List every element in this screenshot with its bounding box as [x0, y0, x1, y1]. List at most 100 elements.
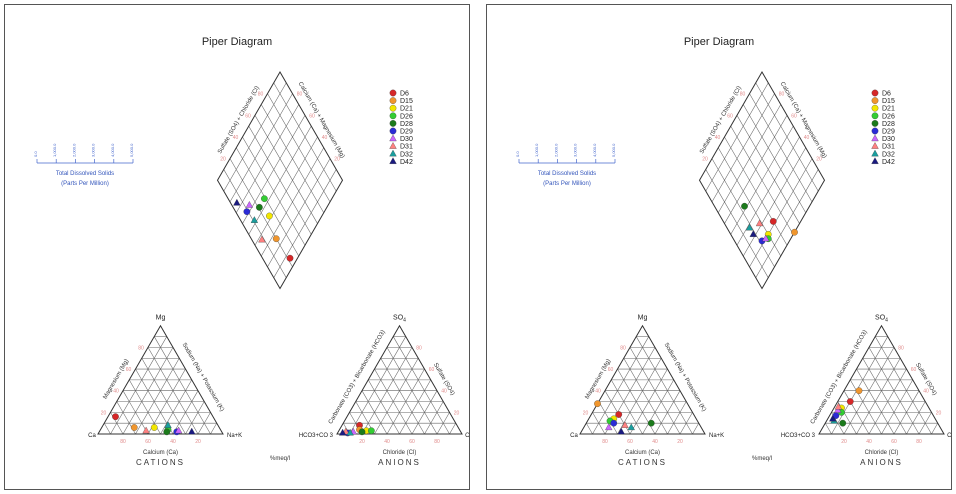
diamond-upper-right-label: Calcium (Ca) + Magnesium (Mg) [297, 81, 346, 159]
diamond-left-tick-label: 80 [258, 92, 264, 98]
diamond-grid-line [724, 136, 788, 246]
cation-left-vertex-label: Ca [88, 433, 96, 439]
diamond-right-tick-label: 60 [309, 113, 315, 119]
legend-marker [871, 89, 879, 97]
diamond-grid-line [755, 169, 819, 278]
diamond-grid-line [749, 158, 813, 267]
legend-marker [389, 157, 397, 164]
cation-data-point-D30 [174, 426, 183, 434]
cation-right-vertex-label: Na+K [227, 433, 242, 439]
anion-triangle-grid-line [449, 423, 456, 435]
anion-triangle-grid-line [931, 423, 938, 435]
cation-triangle-grid-line [122, 347, 174, 435]
anion-caption: ANIONS [860, 458, 903, 467]
anion-bottom-tick-label: 20 [841, 439, 847, 445]
legend-marker [871, 127, 879, 135]
diamond-data-point-D15 [272, 235, 280, 243]
legend-label: D42 [882, 159, 895, 166]
cation-triangle-grid-line [210, 423, 217, 435]
anion-triangle-grid-line [868, 347, 920, 435]
legend-marker [871, 104, 879, 112]
diamond-data-point-D28 [741, 202, 748, 210]
cation-data-point-D28 [163, 428, 171, 436]
anion-data-point-D31 [834, 402, 843, 410]
cation-caption: CATIONS [136, 458, 185, 467]
legend-label: D28 [882, 121, 895, 128]
legend-marker [871, 97, 879, 104]
legend-marker [871, 149, 879, 157]
cation-left-tick-label: 80 [620, 345, 626, 351]
anion-right-tick-label: 20 [936, 410, 942, 416]
diamond-data-point-D31 [755, 219, 764, 227]
cation-triangle-grid-line [586, 423, 593, 435]
cation-data-point-D31 [621, 421, 629, 428]
diamond-data-point-D21 [266, 212, 273, 220]
cation-bottom-tick-label: 60 [627, 439, 633, 445]
diamond-data-point-D31 [258, 235, 266, 243]
diamond-grid-line [236, 147, 299, 257]
cation-data-point-D6 [112, 413, 119, 421]
anion-right-tick-label: 60 [911, 367, 917, 373]
anion-left-axis-label: Carbonate (CO3) + Bicarbonate (HCO3) [328, 329, 387, 425]
cation-triangle-grid-line [154, 336, 211, 435]
cation-triangle-outline [579, 324, 706, 435]
diamond-right-tick-label: 40 [322, 135, 328, 141]
diamond-left-tick-label: 60 [727, 113, 733, 119]
cation-triangle-grid-line [110, 336, 167, 435]
legend-marker [389, 97, 397, 104]
cation-triangle-grid-line [147, 347, 199, 435]
diamond-left-tick-label: 40 [233, 135, 239, 141]
tds-scale-tick-label: 2,000.0 [71, 143, 76, 157]
diamond-grid-line [229, 158, 293, 267]
anion-triangle-grid-line [349, 336, 406, 435]
cation-apex-label: Mg [156, 315, 166, 322]
tds-scale-tick-label: 1,000.0 [52, 143, 57, 157]
piper-diagram-panel-left: Piper Diagram 20 20 20 20 20 20 40 40 40 40 40 40 60 6… [4, 4, 470, 490]
anion-apex-label: SO4 [393, 315, 406, 324]
diamond-grid-line [248, 125, 312, 235]
unit-label: %meq/l [270, 456, 290, 462]
anion-right-tick-label: 60 [429, 367, 435, 373]
anion-triangle-grid-line [399, 379, 431, 435]
cation-bottom-tick-label: 60 [145, 439, 151, 445]
cation-data-point-D29 [610, 419, 618, 427]
cation-right-axis-label: Sodium (Na) + Potassium (K) [180, 342, 224, 413]
legend-label: D32 [400, 151, 413, 158]
chart-title: Piper Diagram [684, 36, 754, 48]
cation-triangle-grid-line [692, 423, 699, 435]
tds-scale-tick-label: 0.0 [515, 151, 520, 157]
anion-data-point-D6 [846, 398, 854, 405]
diamond-data-point-D32 [745, 223, 754, 231]
cation-triangle-grid-line [104, 423, 111, 435]
diamond-upper-left-label: Sulfate (SO4) + Chloride (Cl) [217, 85, 261, 155]
cation-data-point-D15 [130, 424, 138, 431]
cation-data-point-D32 [164, 421, 172, 428]
cation-triangle-grid-line [642, 379, 674, 435]
legend-marker [389, 134, 397, 142]
tds-scale-tick-label: 3,000.0 [573, 143, 578, 157]
legend-marker [389, 104, 397, 112]
cation-triangle-grid-line [617, 358, 662, 435]
legend-label: D29 [882, 129, 895, 136]
legend-marker [871, 157, 879, 164]
diamond-grid-line [273, 169, 337, 278]
legend-marker [871, 120, 879, 127]
legend-marker [389, 120, 397, 127]
cation-data-point-D15 [594, 400, 601, 408]
anion-triangle-grid-line [906, 401, 926, 435]
cation-triangle-grid-line [160, 379, 192, 435]
anion-triangle-grid-line [374, 358, 419, 435]
cation-bottom-tick-label: 20 [195, 439, 201, 445]
diamond-data-point-D6 [286, 254, 294, 262]
legend-marker [389, 142, 397, 149]
legend-label: D28 [400, 121, 413, 128]
diamond-right-tick-label: 60 [791, 113, 797, 119]
cation-bottom-axis-label: Calcium (Ca) [143, 450, 178, 456]
tds-scale-tick-label: 4,000.0 [110, 143, 115, 157]
diamond-left-tick-label: 40 [715, 135, 721, 141]
anion-right-tick-label: 40 [923, 389, 929, 395]
legend-label: D26 [400, 113, 413, 120]
diamond-grid-line [711, 158, 775, 267]
cation-triangle-grid-line [667, 401, 687, 435]
tds-scale-tick-label: 5,000.0 [129, 143, 134, 157]
